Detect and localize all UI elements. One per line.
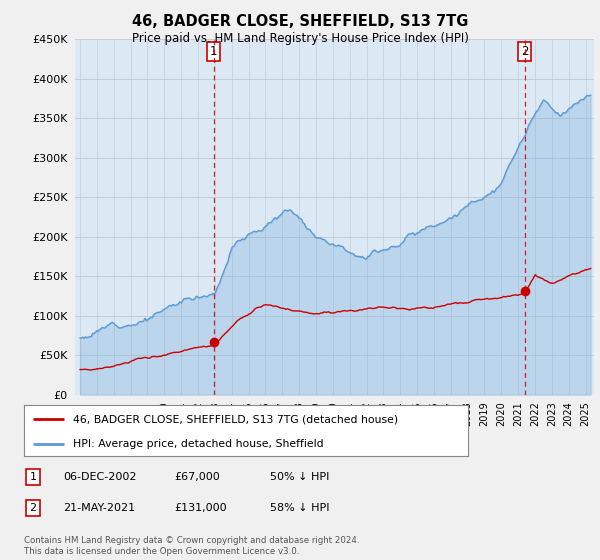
Text: 1: 1 [29,472,37,482]
Text: £67,000: £67,000 [174,472,220,482]
Text: HPI: Average price, detached house, Sheffield: HPI: Average price, detached house, Shef… [73,438,323,449]
Text: 58% ↓ HPI: 58% ↓ HPI [270,503,329,513]
Text: 06-DEC-2002: 06-DEC-2002 [63,472,137,482]
Text: £131,000: £131,000 [174,503,227,513]
Text: 50% ↓ HPI: 50% ↓ HPI [270,472,329,482]
Text: Contains HM Land Registry data © Crown copyright and database right 2024.
This d: Contains HM Land Registry data © Crown c… [24,536,359,556]
Text: 21-MAY-2021: 21-MAY-2021 [63,503,135,513]
Text: 46, BADGER CLOSE, SHEFFIELD, S13 7TG: 46, BADGER CLOSE, SHEFFIELD, S13 7TG [132,14,468,29]
Text: 46, BADGER CLOSE, SHEFFIELD, S13 7TG (detached house): 46, BADGER CLOSE, SHEFFIELD, S13 7TG (de… [73,414,398,424]
Text: Price paid vs. HM Land Registry's House Price Index (HPI): Price paid vs. HM Land Registry's House … [131,32,469,45]
Text: 1: 1 [210,45,217,58]
Text: 2: 2 [29,503,37,513]
Text: 2: 2 [521,45,529,58]
